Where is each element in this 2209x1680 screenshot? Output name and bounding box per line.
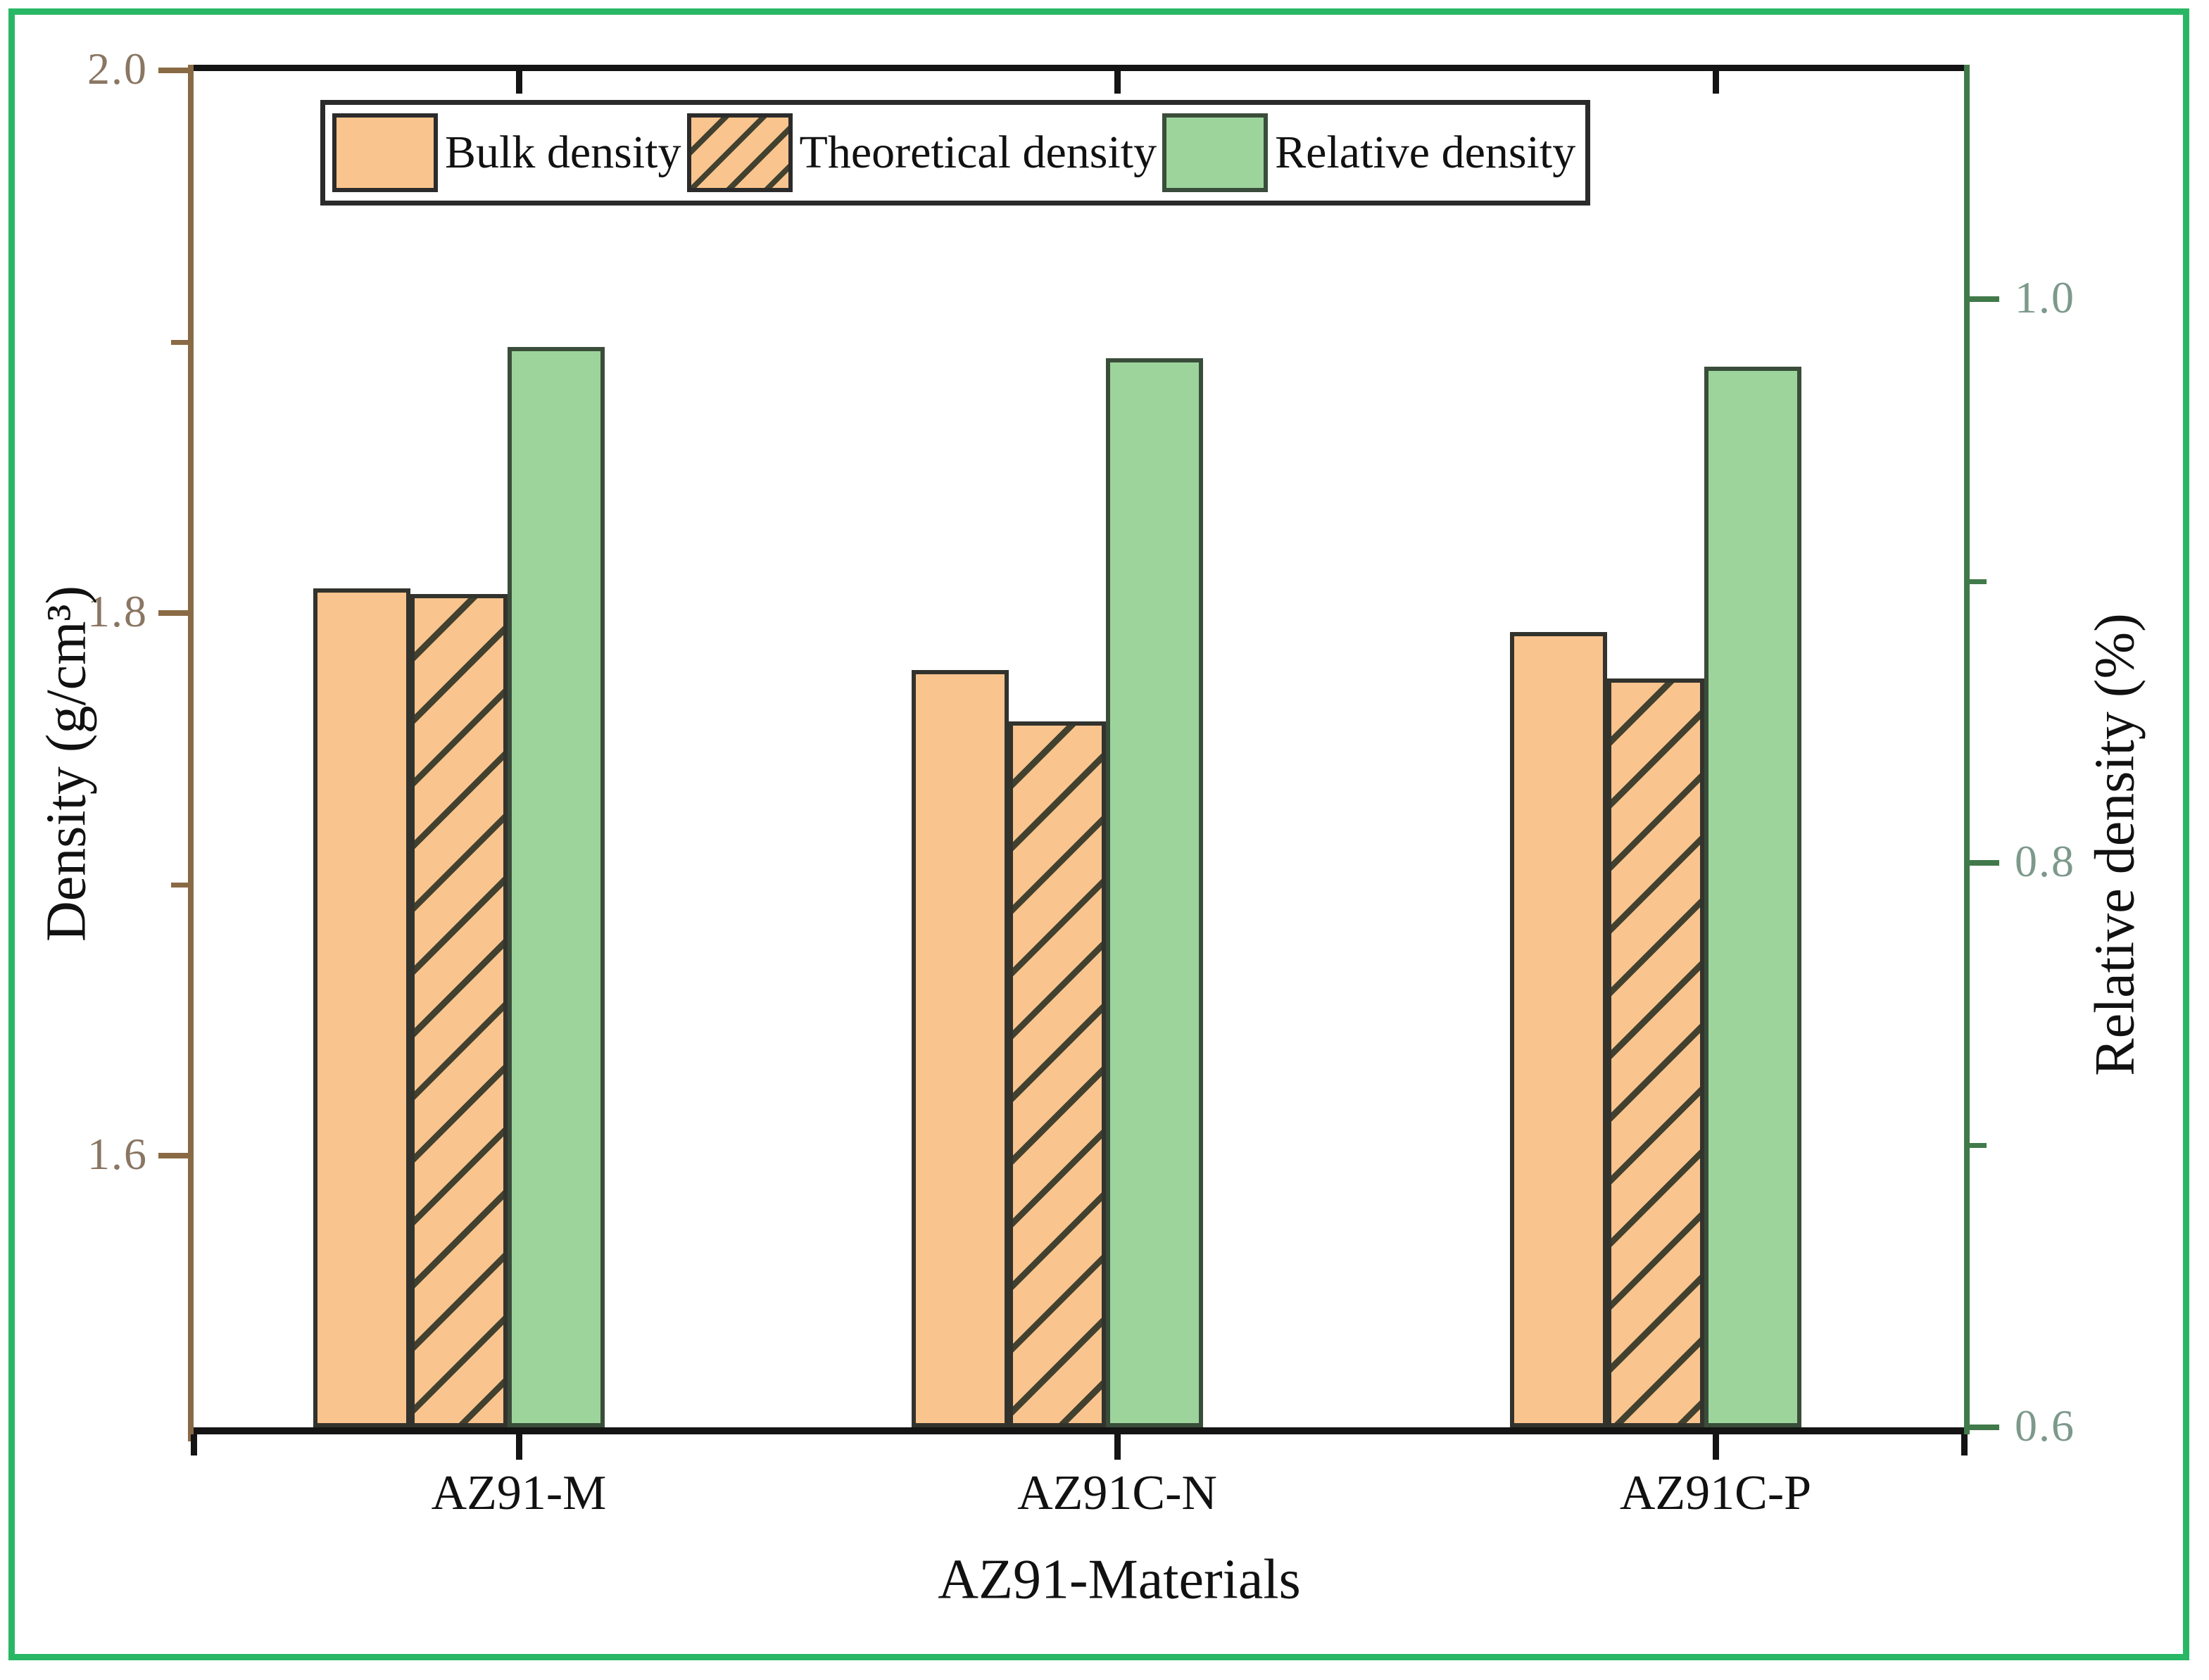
x-axis-tick xyxy=(516,1434,522,1460)
right-axis-tick-label: 0.6 xyxy=(2015,1401,2075,1451)
right-axis-title: Relative density (%) xyxy=(2084,613,2146,1076)
left-axis-tick-label: 1.6 xyxy=(87,1129,148,1180)
right-axis-major-tick xyxy=(1970,296,1999,302)
x-category-label: AZ91C-P xyxy=(1619,1466,1812,1520)
bar-bulk-density-az91c-n xyxy=(912,670,1009,1427)
bar-theoretical-density-az91c-n xyxy=(1009,721,1106,1427)
right-axis-major-tick xyxy=(1970,1425,1999,1430)
bar-relative-density-az91c-p xyxy=(1704,366,1801,1427)
top-spine xyxy=(188,65,1970,71)
right-axis-tick-label: 1.0 xyxy=(2015,272,2075,322)
right-spine xyxy=(1964,65,1970,1434)
bar-theoretical-density-az91-m xyxy=(410,594,508,1427)
bar-bulk-density-az91-m xyxy=(313,588,410,1427)
chart-legend: Bulk density Theoretical density Relative … xyxy=(320,100,1591,206)
left-axis-tick-label: 1.8 xyxy=(87,586,148,637)
bar-bulk-density-az91c-p xyxy=(1510,632,1607,1427)
left-axis-major-tick xyxy=(158,1153,188,1159)
right-axis-minor-tick xyxy=(1970,579,1987,584)
left-axis-major-tick xyxy=(158,68,188,73)
top-axis-tick xyxy=(1713,71,1719,94)
x-category-label: AZ91C-N xyxy=(1017,1466,1217,1520)
x-category-label: AZ91-M xyxy=(431,1466,607,1520)
bottom-spine xyxy=(188,1427,1970,1434)
x-axis-tick xyxy=(1114,1434,1121,1460)
x-axis-corner-tick xyxy=(191,1434,197,1455)
hatched-orange-swatch xyxy=(686,113,793,192)
solid-green-swatch xyxy=(1162,113,1269,192)
legend-label-bulk-density: Bulk density xyxy=(445,127,681,178)
x-axis-corner-tick xyxy=(1961,1434,1968,1455)
right-axis-minor-tick xyxy=(1970,1143,1987,1149)
legend-label-relative-density: Relative density xyxy=(1275,127,1576,178)
solid-orange-swatch xyxy=(332,113,438,192)
bar-relative-density-az91-m xyxy=(508,346,605,1427)
top-axis-tick xyxy=(1114,71,1121,94)
bar-relative-density-az91c-n xyxy=(1106,358,1203,1427)
left-axis-major-tick xyxy=(158,610,188,617)
legend-label-theoretical-density: Theoretical density xyxy=(799,127,1157,178)
left-axis-minor-tick xyxy=(171,882,188,888)
x-axis-tick xyxy=(1713,1434,1719,1460)
right-axis-major-tick xyxy=(1970,860,1999,866)
x-axis-title: AZ91-Materials xyxy=(938,1548,1301,1611)
left-axis-title: Density (g/cm³) xyxy=(35,585,98,942)
left-axis-minor-tick xyxy=(171,339,188,345)
left-spine xyxy=(188,65,194,1441)
bar-theoretical-density-az91c-p xyxy=(1607,678,1704,1427)
right-axis-tick-label: 0.8 xyxy=(2015,836,2075,887)
top-axis-tick xyxy=(516,71,522,94)
left-axis-tick-label: 2.0 xyxy=(87,44,148,94)
